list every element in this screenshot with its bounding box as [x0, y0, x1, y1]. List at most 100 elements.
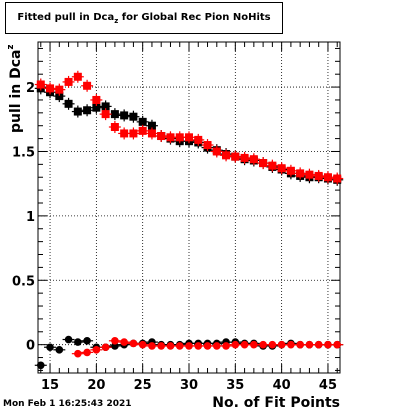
x-tick-label: 45	[319, 378, 337, 393]
data-points	[34, 70, 344, 370]
data-point	[194, 342, 203, 350]
data-point	[203, 141, 212, 150]
data-point	[46, 84, 55, 93]
data-point	[64, 77, 73, 86]
y-tick-label: 1.5	[12, 145, 35, 160]
data-point	[222, 151, 231, 160]
data-point	[138, 117, 147, 126]
data-point	[111, 337, 119, 345]
data-point	[333, 340, 342, 349]
data-point	[268, 340, 277, 349]
data-point	[157, 132, 166, 141]
data-point	[222, 342, 230, 350]
data-point	[314, 171, 323, 180]
data-point	[185, 133, 193, 142]
data-point	[305, 340, 314, 349]
data-point	[175, 342, 184, 350]
data-point	[323, 173, 332, 182]
data-point	[110, 110, 119, 119]
data-point	[296, 340, 304, 349]
data-point	[277, 164, 286, 173]
data-point	[147, 121, 156, 130]
data-point	[259, 340, 267, 349]
tick-labels: 15 20 25 30 35 40 45 0 0.5 1 1.5 2	[12, 81, 337, 393]
data-point	[92, 346, 101, 354]
data-point	[166, 342, 175, 350]
data-point	[305, 170, 314, 179]
x-tick-label: 25	[134, 378, 152, 393]
data-point	[212, 342, 221, 350]
data-point	[250, 340, 258, 349]
y-axis-title: pull in Dcaz	[6, 45, 24, 133]
data-point	[92, 103, 101, 112]
grid-lines	[38, 42, 340, 373]
y-tick-label: 1	[26, 210, 35, 225]
data-point	[83, 337, 91, 345]
data-point	[129, 129, 138, 138]
data-point	[203, 342, 212, 350]
data-point	[74, 338, 82, 346]
data-point	[240, 340, 249, 349]
data-point	[83, 106, 92, 115]
data-point	[36, 361, 45, 370]
chart-title-rest: for Global Rec Pion NoHits	[118, 12, 271, 23]
data-point	[73, 107, 82, 116]
data-point	[166, 133, 175, 142]
chart-title: Fitted pull in Dcaz for Global Rec Pion …	[5, 2, 283, 34]
data-point	[231, 152, 240, 161]
data-point	[138, 340, 147, 349]
data-point	[333, 174, 342, 183]
data-point	[64, 335, 73, 344]
y-axis-title-main: pull in Dca	[8, 50, 24, 133]
data-point	[147, 129, 156, 138]
chart-title-main: Fitted pull in Dca	[17, 12, 115, 23]
x-tick-label: 30	[180, 378, 198, 393]
y-tick-label: 0	[26, 339, 35, 354]
data-point	[73, 72, 82, 81]
data-point	[259, 159, 268, 168]
x-tick-label: 15	[41, 378, 59, 393]
data-point	[83, 348, 91, 357]
data-point	[286, 166, 295, 175]
data-point	[101, 343, 110, 352]
data-point	[175, 133, 184, 142]
data-point	[277, 340, 286, 349]
y-tick-label: 0.5	[12, 274, 35, 289]
data-point	[120, 129, 129, 138]
axis-ticks	[38, 42, 340, 373]
data-point	[296, 169, 305, 178]
data-point	[64, 99, 73, 108]
data-point	[129, 339, 138, 348]
data-point	[101, 110, 110, 119]
timestamp: Mon Feb 1 16:25:43 2021	[3, 399, 132, 409]
x-axis-title: No. of Fit Points	[212, 395, 340, 411]
data-point	[101, 102, 110, 111]
data-point	[157, 342, 166, 350]
data-point	[92, 95, 101, 104]
data-point	[55, 92, 64, 101]
data-point	[110, 123, 119, 132]
data-point	[46, 343, 54, 352]
chart-title-sub: z	[114, 17, 119, 25]
y-axis-title-sub: z	[6, 45, 16, 50]
data-point	[120, 111, 129, 120]
x-tick-label: 35	[226, 378, 244, 393]
data-point	[240, 153, 249, 162]
data-point	[324, 340, 332, 349]
data-point	[231, 340, 240, 349]
data-point	[185, 342, 193, 350]
data-point	[138, 126, 147, 135]
data-point	[287, 340, 295, 349]
y-tick-label: 2	[26, 81, 35, 96]
data-point	[74, 349, 82, 358]
data-point	[36, 80, 45, 89]
x-tick-label: 20	[87, 378, 105, 393]
data-point	[55, 346, 64, 354]
data-point	[129, 112, 138, 121]
data-point	[314, 340, 323, 349]
svg-text:pull in Dcaz: pull in Dcaz	[6, 45, 24, 133]
data-point	[120, 338, 128, 346]
data-point	[55, 85, 64, 94]
data-point	[212, 147, 221, 156]
